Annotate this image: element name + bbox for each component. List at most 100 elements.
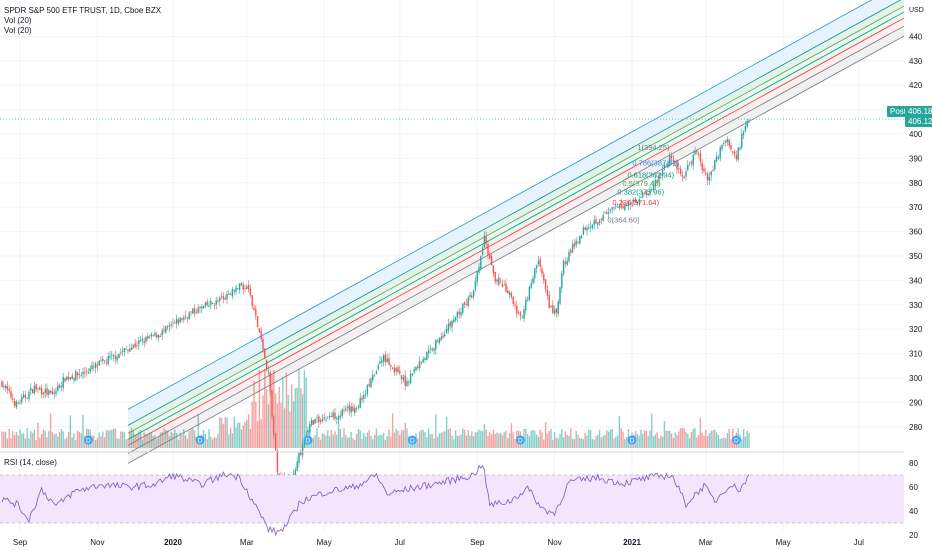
volume-bar (177, 439, 180, 448)
volume-indicator-label[interactable]: Vol (20) (4, 16, 32, 25)
volume-bar (321, 433, 324, 448)
candle-body (260, 330, 262, 340)
candle-body (661, 169, 664, 176)
candle-body (397, 367, 399, 373)
volume-bar (21, 433, 23, 448)
candle-body (480, 256, 482, 269)
candle-body (233, 290, 235, 292)
price-axis[interactable]: 280 290 300 310 320 330 340 350 360 370 380 390 400 4… (909, 32, 923, 540)
candle-body (301, 444, 304, 456)
volume-bar (58, 432, 61, 448)
volume-bar (584, 433, 586, 448)
candle-body (244, 288, 246, 289)
candle-body (573, 243, 576, 247)
time-tick-label: Jul (395, 538, 405, 547)
candle-body (606, 211, 608, 214)
candle-body (557, 301, 559, 314)
dividend-marker[interactable] (627, 435, 637, 445)
volume-bar (35, 439, 37, 448)
candle-body (121, 350, 124, 352)
fib-line[interactable] (127, 11, 905, 440)
volume-bar (157, 436, 160, 448)
fib-line[interactable] (127, 5, 905, 434)
candle-body (607, 212, 610, 214)
dividend-marker[interactable] (515, 435, 525, 445)
candle-body (537, 260, 540, 265)
volume-bar (393, 432, 396, 448)
dividend-marker-label: D (86, 438, 91, 445)
volume-bar (130, 428, 133, 448)
volume-bar (341, 437, 343, 448)
candle-body (102, 358, 104, 361)
candle-body (642, 193, 644, 197)
volume-bar (552, 439, 554, 448)
volume-bar (670, 433, 673, 448)
candle-body (103, 360, 106, 362)
fib-line[interactable] (127, 25, 905, 454)
volume-bar (24, 438, 27, 448)
volume-bar (692, 428, 694, 448)
volume-bar (4, 431, 7, 448)
fib-line[interactable] (127, 17, 905, 446)
candle-body (100, 360, 102, 362)
dividend-marker[interactable] (303, 435, 313, 445)
volume-bar (26, 428, 28, 448)
volume-bar (438, 433, 441, 448)
volume-bar (681, 428, 684, 448)
candle-body (138, 340, 140, 345)
volume-bar (78, 432, 81, 448)
candle-body (490, 256, 493, 266)
dividend-marker-label: D (734, 438, 739, 445)
time-axis[interactable]: Sep Nov 2020 Mar May Jul Sep Nov 2021 Mar May Jul (13, 538, 864, 547)
candle-body (694, 150, 696, 155)
volume-bar (186, 438, 189, 448)
candle-body (530, 283, 532, 288)
candle-body (485, 236, 487, 244)
volume-bar (71, 437, 73, 448)
candle-body (69, 377, 72, 380)
volume-bar (492, 429, 495, 448)
fib-line[interactable] (127, 0, 904, 426)
dividend-marker[interactable] (407, 435, 417, 445)
volume-bar (80, 433, 82, 448)
candle-body (660, 174, 662, 176)
dividend-marker[interactable] (195, 435, 205, 445)
volume-bar (440, 432, 442, 448)
candle-body (748, 121, 750, 123)
candle-body (13, 400, 16, 406)
time-tick-label: Mar (240, 538, 254, 547)
volume-bar (269, 391, 271, 448)
volume-bar (553, 432, 556, 448)
candle-body (154, 332, 156, 336)
volume-indicator-label-2[interactable]: Vol (20) (4, 26, 32, 35)
candle-body (418, 361, 421, 369)
candle-body (525, 299, 527, 311)
candle-body (481, 247, 484, 255)
candle-body (564, 262, 567, 264)
dividend-marker[interactable] (731, 435, 741, 445)
fib-line[interactable] (127, 35, 905, 464)
volume-bar (13, 434, 16, 448)
candle-body (89, 368, 91, 372)
fib-line[interactable] (127, 0, 904, 410)
volume-bar (449, 428, 451, 448)
candle-body (226, 293, 228, 300)
volume-bar (174, 429, 176, 448)
rsi-label[interactable]: RSI (14, close) (4, 458, 57, 467)
candle-body (676, 160, 678, 170)
candle-body (604, 212, 606, 214)
dividend-marker[interactable] (83, 435, 93, 445)
volume-bar (3, 431, 5, 448)
candle-body (382, 355, 385, 362)
candle-body (199, 306, 201, 308)
candle-body (638, 198, 640, 203)
volume-bar (598, 429, 601, 448)
volume-bar (402, 430, 405, 448)
candle-body (600, 218, 603, 220)
volume-bar (55, 433, 57, 448)
volume-bar (103, 437, 106, 448)
volume-bar (548, 430, 550, 448)
volume-bar (319, 439, 322, 448)
rsi-line[interactable] (1, 464, 750, 537)
